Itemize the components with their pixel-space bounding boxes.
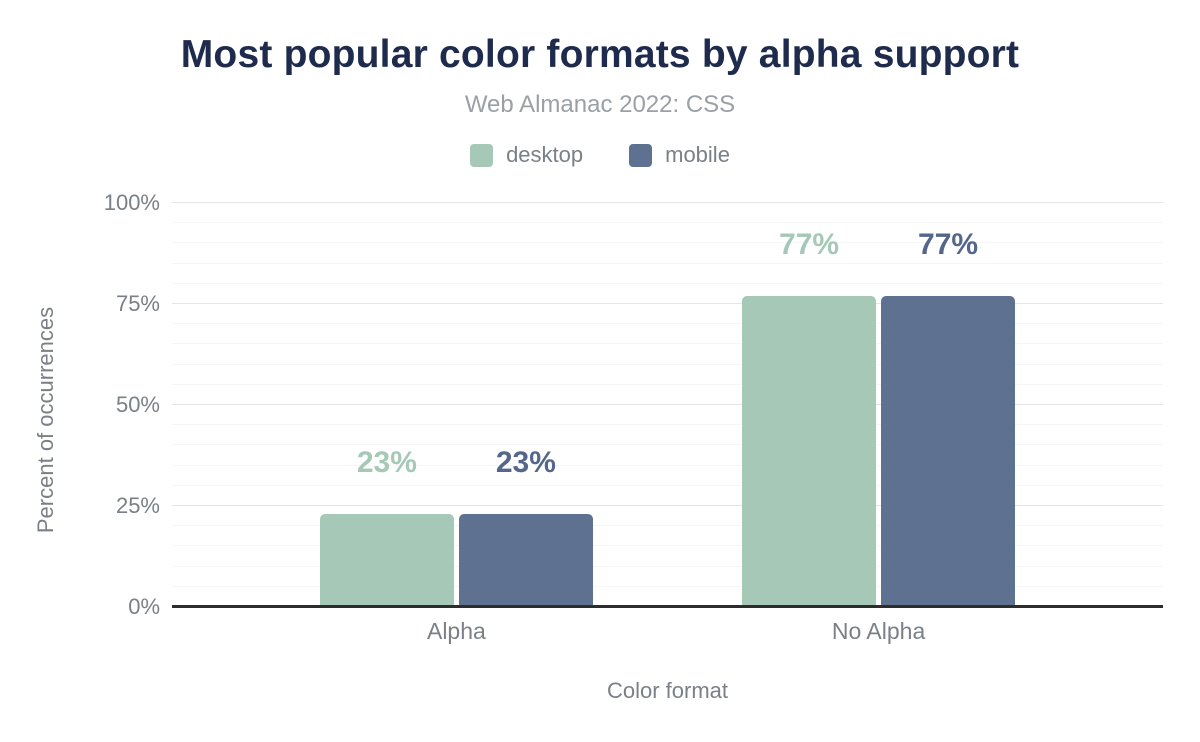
gridline-minor: [172, 262, 1163, 264]
gridline-minor: [172, 363, 1163, 365]
gridline-major: [172, 505, 1163, 506]
gridline-minor: [172, 444, 1163, 446]
gridline-minor: [172, 323, 1163, 325]
x-axis-ticks: Alpha No Alpha: [172, 618, 1163, 646]
gridline-minor: [172, 383, 1163, 385]
gridline-minor: [172, 464, 1163, 466]
y-tick-label: 25%: [115, 493, 160, 518]
legend-swatch-desktop: [470, 143, 494, 167]
y-tick-label: 75%: [115, 291, 160, 316]
gridline-major: [172, 202, 1163, 203]
bar-mobile-no-alpha[interactable]: [881, 295, 1016, 607]
legend-item-mobile[interactable]: mobile: [629, 142, 730, 168]
gridline-minor: [172, 424, 1163, 426]
y-tick-label: 0%: [128, 594, 160, 619]
gridline-minor: [172, 525, 1163, 527]
legend-label: mobile: [665, 142, 730, 167]
gridline-minor: [172, 565, 1163, 567]
bar-desktop-no-alpha[interactable]: [742, 295, 877, 607]
y-tick-label: 100%: [103, 190, 160, 215]
x-tick-label-alpha: Alpha: [426, 618, 486, 644]
plot-area: 23% 23% 77% 77%: [172, 202, 1163, 608]
legend-label: desktop: [506, 142, 584, 167]
x-axis-line: [172, 605, 1163, 608]
legend: desktop mobile: [0, 142, 1200, 168]
gridline-minor: [172, 343, 1163, 345]
y-tick-label: 50%: [115, 392, 160, 417]
gridline-minor: [172, 545, 1163, 547]
bar-desktop-alpha[interactable]: [319, 514, 454, 607]
bar-value-label-desktop-alpha: 23%: [356, 446, 417, 480]
y-axis-ticks: 0% 25% 50% 75% 100%: [0, 190, 160, 619]
gridline-major: [172, 404, 1163, 405]
gridline-minor: [172, 282, 1163, 284]
gridline-major: [172, 303, 1163, 304]
gridline-minor: [172, 242, 1163, 244]
bar-mobile-alpha[interactable]: [458, 514, 593, 607]
legend-item-desktop[interactable]: desktop: [470, 142, 583, 168]
bar-value-label-desktop-no-alpha: 77%: [779, 227, 840, 261]
chart-title: Most popular color formats by alpha supp…: [180, 33, 1020, 76]
x-axis-title: Color format: [606, 678, 729, 703]
legend-swatch-mobile: [629, 143, 653, 167]
gridline-minor: [172, 484, 1163, 486]
bar-value-label-mobile-no-alpha: 77%: [918, 227, 979, 261]
x-tick-label-no-alpha: No Alpha: [831, 618, 926, 644]
gridline-minor: [172, 585, 1163, 587]
gridline-minor: [172, 222, 1163, 224]
chart-subtitle: Web Almanac 2022: CSS: [464, 91, 736, 118]
bar-value-label-mobile-alpha: 23%: [495, 446, 556, 480]
